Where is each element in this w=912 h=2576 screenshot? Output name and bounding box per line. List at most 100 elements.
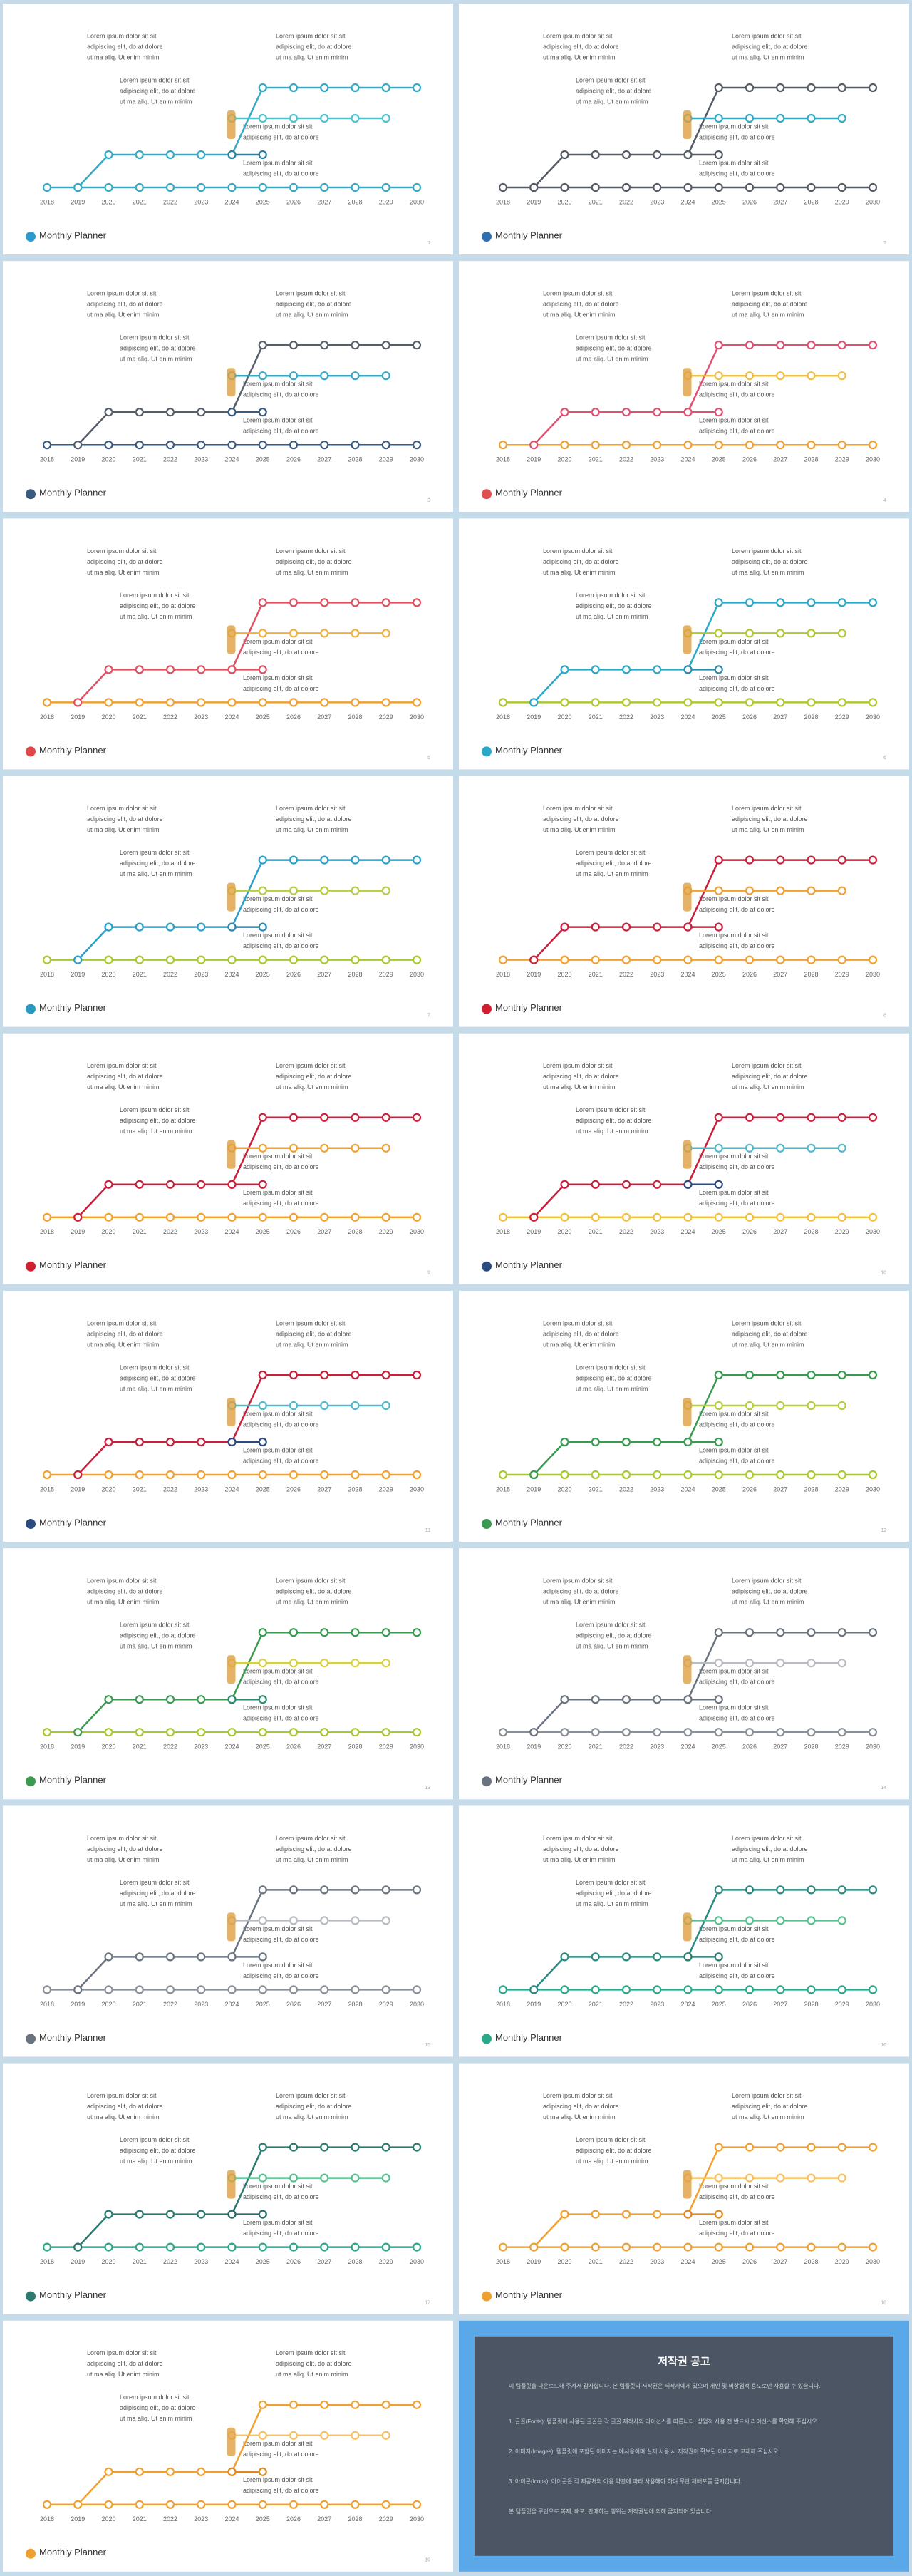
main-line-node (197, 2210, 206, 2219)
base-line-node (560, 1728, 569, 1737)
year-label: 2027 (773, 713, 787, 721)
year-label: 2019 (527, 971, 541, 978)
block-text: Lorem ipsum dolor sit sit (120, 1622, 190, 1629)
base-line-node (227, 1728, 237, 1737)
base-line-node (289, 1728, 299, 1737)
year-label: 2020 (557, 456, 571, 463)
block-text: Lorem ipsum dolor sit sit (276, 547, 346, 555)
mid-line-node (258, 2431, 267, 2440)
main-line-node (351, 598, 360, 607)
year-label: 2026 (742, 1485, 757, 1493)
block-text: ut ma aliq. Ut enim minim (576, 1900, 648, 1907)
slide: Lorem ipsum dolor sit sit adipiscing elit… (459, 261, 909, 512)
base-line-node (498, 955, 508, 964)
base-line-node (412, 1212, 422, 1222)
block-text: ut ma aliq. Ut enim minim (543, 826, 616, 833)
block-text: Lorem ipsum dolor sit sit (87, 290, 157, 297)
year-label: 2019 (527, 198, 541, 205)
short-line-node (714, 1952, 723, 1962)
block-text: adipiscing elit, do at dolore (732, 1073, 808, 1080)
mid-line-node (807, 1916, 816, 1925)
main-line-node (381, 1628, 390, 1637)
year-label: 2024 (680, 971, 695, 978)
main-line-node (868, 598, 878, 607)
main-line (77, 2404, 417, 2505)
mid-line-node (381, 371, 390, 381)
block-text: adipiscing elit, do at dolore (732, 558, 808, 565)
main-line-node (104, 1437, 113, 1447)
short-line-node (227, 922, 237, 932)
base-line-node (197, 1470, 206, 1480)
base-line-node (591, 1728, 600, 1737)
base-line-node (258, 182, 267, 192)
main-line-node (868, 1370, 878, 1380)
block-text: Lorem ipsum dolor sit sit (276, 290, 346, 297)
block-text: adipiscing elit, do at dolore (576, 860, 652, 867)
block-text: Lorem ipsum dolor sit sit (699, 123, 769, 130)
page-number: 7 (428, 1013, 430, 1018)
block-text: ut ma aliq. Ut enim minim (87, 1856, 160, 1863)
mid-line-node (381, 629, 390, 638)
block-text: Lorem ipsum dolor sit sit (276, 1835, 346, 1842)
footer-title: Monthly Planner (495, 2289, 563, 2300)
year-label: 2020 (557, 2258, 571, 2265)
block-text: ut ma aliq. Ut enim minim (276, 1341, 348, 1348)
year-label: 2022 (619, 1743, 633, 1751)
block-text: Lorem ipsum dolor sit sit (243, 381, 313, 388)
base-line-node (412, 955, 422, 964)
footer-title: Monthly Planner (39, 2032, 107, 2043)
main-line-node (560, 1695, 569, 1704)
figure (683, 1655, 692, 1684)
slide: Lorem ipsum dolor sit sit adipiscing elit… (3, 2063, 453, 2314)
page-number: 4 (884, 498, 886, 503)
year-label: 2030 (866, 456, 880, 463)
main-line-node (837, 1885, 846, 1895)
figure (227, 625, 236, 654)
notice-paragraph: 3. 아이콘(Icons): 아이콘은 각 제공처의 이용 약관에 따라 사용해… (509, 2478, 742, 2485)
footer-icon (26, 1004, 36, 1014)
block-text: Lorem ipsum dolor sit sit (276, 32, 346, 39)
mid-line-node (807, 2173, 816, 2183)
year-label: 2026 (742, 456, 757, 463)
base-line-node (104, 2500, 113, 2509)
main-line-node (104, 408, 113, 417)
main-line-node (135, 1952, 144, 1962)
footer-icon (482, 1519, 492, 1529)
base-line-node (135, 2242, 144, 2252)
main-line-node (591, 1437, 600, 1447)
figure (683, 625, 692, 654)
notice-title: 저작권 공고 (658, 2355, 710, 2368)
page-number: 11 (425, 1528, 430, 1533)
block-text: Lorem ipsum dolor sit sit (120, 2394, 190, 2401)
base-line-node (412, 2242, 422, 2252)
year-label: 2019 (527, 713, 541, 721)
base-line-node (745, 955, 755, 964)
main-line-node (560, 150, 569, 160)
block-text: adipiscing elit, do at dolore (699, 906, 775, 913)
base-line-node (104, 698, 113, 707)
year-label: 2025 (256, 1743, 270, 1751)
year-label: 2025 (712, 2258, 726, 2265)
main-line-node (135, 1437, 144, 1447)
year-label: 2025 (712, 456, 726, 463)
footer-title: Monthly Planner (39, 2547, 107, 2557)
main-line-node (381, 1370, 390, 1380)
base-line-node (714, 1470, 723, 1480)
year-label: 2027 (773, 1228, 787, 1235)
base-line-node (289, 1470, 299, 1480)
base-line-node (165, 1728, 175, 1737)
main-line-node (776, 1628, 785, 1637)
mid-line-node (745, 886, 755, 895)
main-line-node (653, 1695, 662, 1704)
block-text: ut ma aliq. Ut enim minim (87, 1599, 160, 1606)
year-label: 2025 (256, 1228, 270, 1235)
block-text: Lorem ipsum dolor sit sit (243, 895, 313, 902)
block-text: Lorem ipsum dolor sit sit (120, 2136, 190, 2143)
figure (683, 1912, 692, 1942)
block-text: Lorem ipsum dolor sit sit (243, 2440, 313, 2447)
block-text: adipiscing elit, do at dolore (120, 1632, 196, 1639)
main-line (77, 602, 417, 704)
mid-line-node (381, 2173, 390, 2183)
main-line (77, 1116, 417, 1218)
mid-line-node (776, 886, 785, 895)
